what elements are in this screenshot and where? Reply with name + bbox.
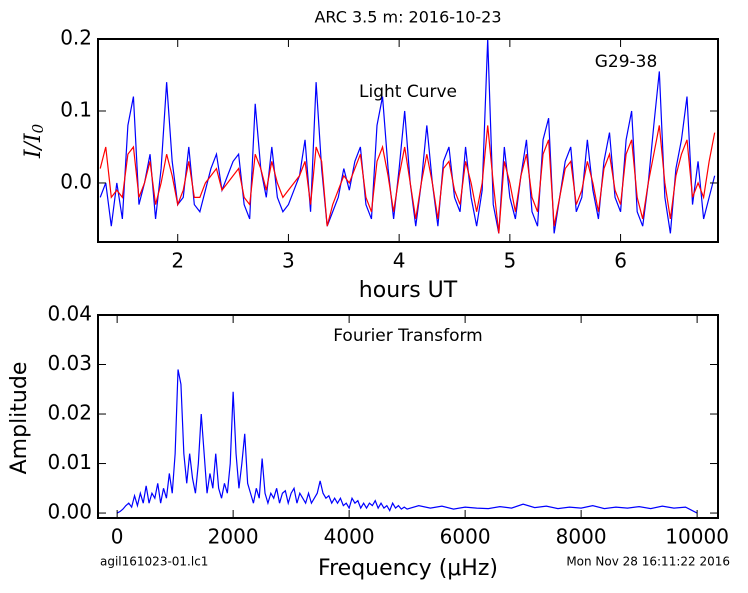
x-tick-label: 4000 <box>324 525 375 549</box>
y-tick-label: 0.1 <box>60 97 92 121</box>
y-tick-label: 0.00 <box>47 500 92 524</box>
y-axis-label-main: I/I <box>21 132 46 159</box>
footer-left: agil161023-01.lc1 <box>100 555 208 569</box>
x-tick-label: 0 <box>111 525 124 549</box>
x-tick-label: 8000 <box>556 525 607 549</box>
annotation: Light Curve <box>359 82 457 102</box>
title: ARC 3.5 m: 2016-10-23 <box>314 8 501 27</box>
y-tick-label: 0.01 <box>47 450 92 474</box>
y-axis-label-subscript: 0 <box>29 123 47 133</box>
data-line <box>116 369 698 514</box>
data-line <box>99 39 716 234</box>
x-tick-label: 4 <box>393 249 406 273</box>
x-tick-label: 3 <box>282 249 295 273</box>
y-axis-label: I/I0 <box>21 123 47 159</box>
x-tick-label: 2 <box>171 249 184 273</box>
annotation: Fourier Transform <box>333 326 482 346</box>
x-tick-label: 6 <box>614 249 627 273</box>
data-line <box>99 125 716 234</box>
y-tick-label: 0.2 <box>60 26 92 50</box>
x-axis-label: Frequency (μHz) <box>318 556 498 581</box>
y-tick-label: 0.03 <box>47 351 92 375</box>
x-axis-label: hours UT <box>359 278 458 303</box>
y-tick-label: 0.02 <box>47 401 92 425</box>
plot-frame <box>97 38 719 243</box>
x-tick-label: 10000 <box>665 525 729 549</box>
annotation: G29-38 <box>595 52 658 72</box>
footer-right: Mon Nov 28 16:11:22 2016 <box>566 555 730 569</box>
plot-frame <box>97 314 719 519</box>
x-tick-label: 6000 <box>440 525 491 549</box>
y-tick-label: 0.0 <box>60 169 92 193</box>
y-axis-label: Amplitude <box>7 362 32 475</box>
y-tick-label: 0.04 <box>47 302 92 326</box>
x-tick-label: 5 <box>503 249 516 273</box>
x-tick-label: 2000 <box>208 525 259 549</box>
